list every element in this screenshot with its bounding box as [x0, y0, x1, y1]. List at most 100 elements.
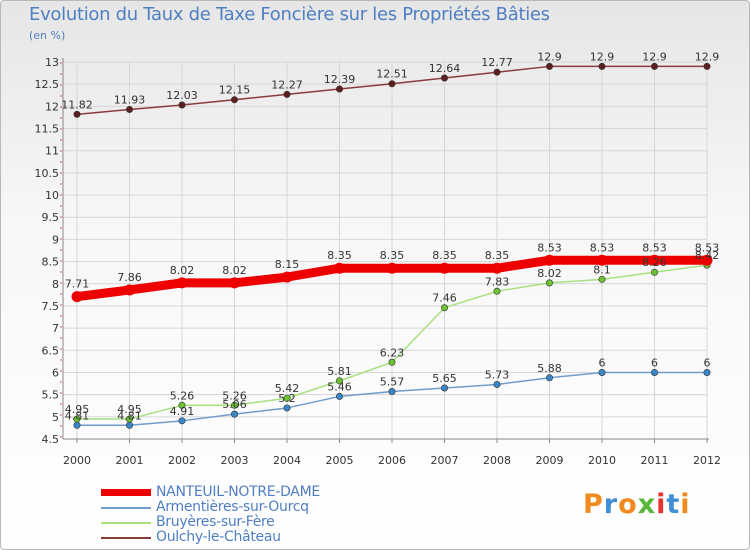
data-label-oulchy: 12.9	[642, 50, 667, 63]
data-point-bruyeres	[650, 268, 658, 276]
x-tick-label: 2010	[588, 454, 616, 467]
data-point-nanteuil	[596, 254, 608, 266]
legend-swatch	[101, 537, 151, 539]
y-unit-label: (en %)	[29, 29, 66, 42]
data-point-oulchy	[440, 74, 448, 82]
data-point-bruyeres	[126, 415, 134, 423]
data-point-armentieres	[493, 380, 501, 388]
y-tick-label: 9.5	[42, 211, 60, 224]
data-label-armentieres: 6	[651, 356, 658, 369]
y-tick-label: 12	[45, 100, 59, 113]
legend-label: NANTEUIL-NOTRE-DAME	[156, 484, 320, 500]
data-label-oulchy: 12.9	[537, 50, 562, 63]
y-tick-label: 6.5	[42, 344, 60, 357]
data-point-armentieres	[126, 421, 134, 429]
logo-letter: t	[666, 489, 681, 520]
data-point-oulchy	[388, 80, 396, 88]
data-point-oulchy	[335, 85, 343, 93]
legend-swatch	[101, 507, 151, 509]
data-point-nanteuil	[229, 277, 240, 289]
data-point-nanteuil	[386, 262, 398, 274]
data-label-nanteuil: 8.02	[222, 264, 247, 277]
y-tick-label: 10	[45, 189, 59, 202]
data-point-oulchy	[493, 68, 501, 76]
data-label-nanteuil: 8.35	[432, 249, 457, 262]
data-point-nanteuil	[71, 291, 83, 303]
y-tick-label: 5.5	[42, 389, 60, 402]
data-point-bruyeres	[283, 394, 291, 402]
data-labels: 11.82 11.93 12.03 12.15 12.27 12.39 12.51 12.64…	[61, 50, 719, 422]
data-label-oulchy: 12.9	[590, 50, 615, 63]
data-point-armentieres	[598, 368, 606, 376]
data-point-armentieres	[335, 392, 343, 400]
data-label-armentieres: 5.2	[278, 392, 296, 405]
x-tick-label: 2012	[693, 454, 721, 467]
data-label-nanteuil: 7.86	[117, 271, 142, 284]
x-tick-labels: 2000 2001 2002 2003 2004 2005 2006 2007 2008 2009…	[63, 454, 721, 467]
legend-label: Armentières-sur-Ourcq	[156, 499, 309, 515]
data-label-oulchy: 12.77	[481, 56, 513, 69]
data-point-nanteuil	[281, 271, 293, 283]
logo-letter: i	[680, 489, 691, 520]
data-label-bruyeres: 7.46	[432, 292, 457, 305]
legend-label: Oulchy-le-Château	[156, 529, 281, 545]
data-label-bruyeres: 4.95	[117, 403, 142, 416]
data-label-oulchy: 11.82	[61, 98, 93, 111]
gridlines	[63, 61, 708, 440]
x-tick-label: 2004	[273, 454, 301, 467]
data-point-oulchy	[545, 62, 553, 70]
data-label-oulchy: 12.64	[429, 62, 461, 75]
y-tick-label: 7	[52, 322, 59, 335]
y-tick-label: 8	[52, 278, 59, 291]
data-point-oulchy	[283, 90, 291, 98]
data-label-bruyeres: 4.95	[65, 403, 90, 416]
data-label-armentieres: 5.46	[327, 380, 352, 393]
data-label-bruyeres: 8.02	[537, 267, 562, 280]
data-label-armentieres: 4.81	[65, 409, 90, 422]
data-label-bruyeres: 5.26	[222, 389, 247, 402]
data-point-oulchy	[126, 105, 134, 113]
series-lines	[71, 62, 713, 429]
data-point-nanteuil	[544, 254, 555, 266]
data-label-nanteuil: 7.71	[65, 278, 90, 291]
data-point-oulchy	[598, 62, 606, 70]
data-label-bruyeres: 8.1	[593, 263, 611, 276]
x-tick-label: 2002	[168, 454, 196, 467]
legend-label: Bruyères-sur-Fère	[156, 514, 275, 530]
data-label-bruyeres: 8.42	[695, 249, 720, 262]
y-tick-label: 10.5	[35, 167, 60, 180]
y-tick-label: 6	[52, 366, 59, 379]
x-tick-label: 2009	[536, 454, 564, 467]
data-label-nanteuil: 8.35	[380, 249, 405, 262]
data-point-bruyeres	[598, 275, 606, 283]
data-label-armentieres: 4.81	[117, 409, 142, 422]
data-label-armentieres: 5.73	[485, 368, 510, 381]
legend-swatch	[101, 489, 151, 496]
data-label-oulchy: 12.51	[376, 68, 408, 81]
data-label-oulchy: 11.93	[114, 93, 146, 106]
data-label-nanteuil: 8.53	[590, 241, 615, 254]
x-tick-label: 2005	[326, 454, 354, 467]
y-tick-label: 4.5	[42, 433, 60, 446]
y-tick-label: 11	[45, 145, 59, 158]
data-label-armentieres: 5.57	[380, 376, 405, 389]
data-label-oulchy: 12.9	[695, 50, 720, 63]
data-point-bruyeres	[335, 377, 343, 385]
data-point-armentieres	[650, 368, 658, 376]
data-point-oulchy	[650, 62, 658, 70]
data-label-oulchy: 12.03	[166, 89, 198, 102]
y-tick-label: 12.5	[35, 78, 60, 91]
data-label-armentieres: 6	[599, 356, 606, 369]
data-point-nanteuil	[491, 262, 503, 274]
data-point-oulchy	[178, 101, 186, 109]
x-tick-label: 2003	[221, 454, 249, 467]
data-point-armentieres	[388, 388, 396, 396]
x-tick-label: 2007	[431, 454, 459, 467]
axes	[60, 58, 709, 443]
data-label-nanteuil: 8.15	[275, 258, 300, 271]
data-label-bruyeres: 6.23	[380, 346, 405, 359]
y-tick-label: 5	[52, 411, 59, 424]
data-point-armentieres	[440, 384, 448, 392]
data-label-bruyeres: 5.26	[170, 389, 195, 402]
data-point-oulchy	[231, 96, 239, 104]
